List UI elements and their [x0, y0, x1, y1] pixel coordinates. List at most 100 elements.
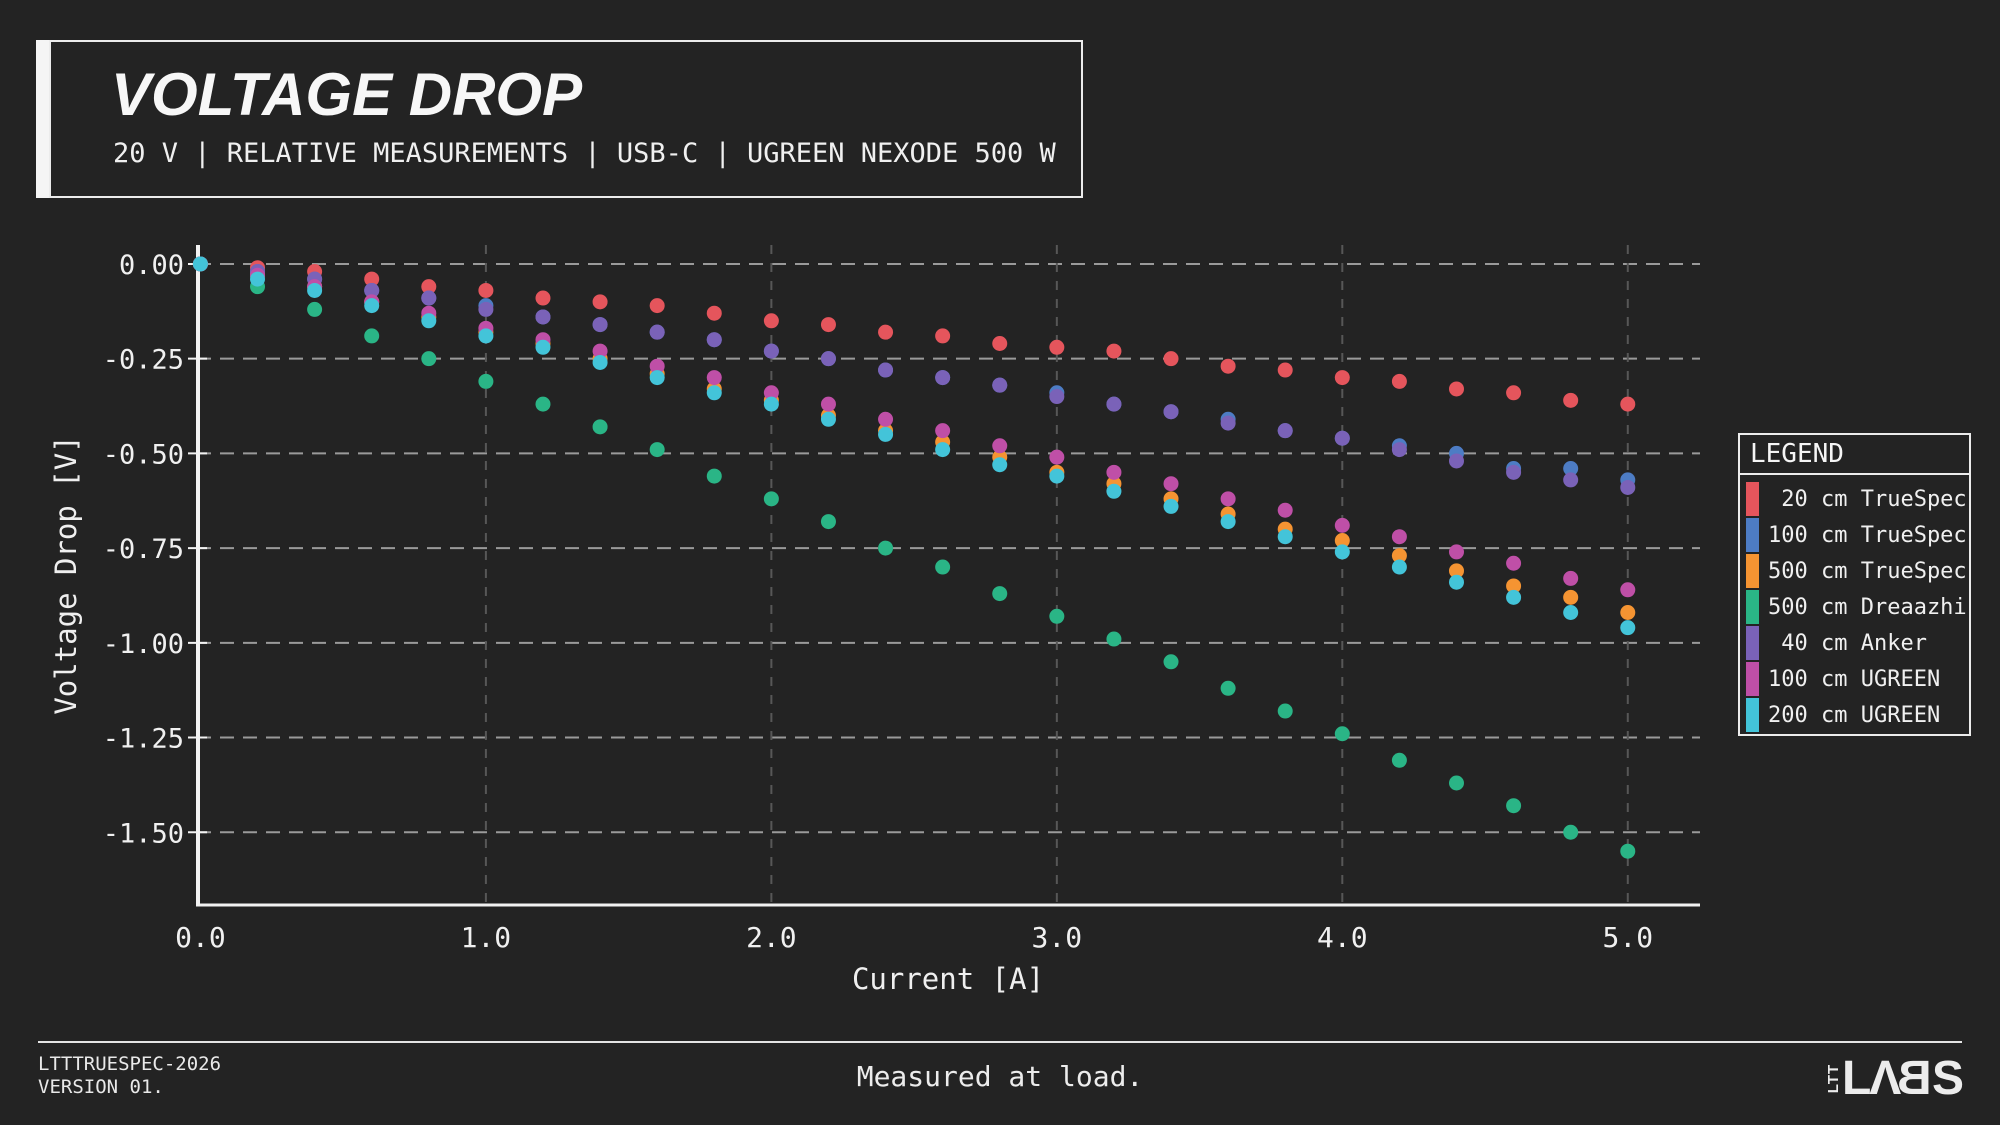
data-point [1563, 605, 1579, 621]
x-axis-label: Current [A] [851, 962, 1045, 996]
data-point [1391, 529, 1407, 545]
data-point [1448, 453, 1464, 469]
data-point [364, 271, 380, 287]
data-point [1391, 373, 1407, 389]
title-accent-bar [36, 40, 49, 198]
data-point [1049, 389, 1065, 405]
data-point [478, 328, 494, 344]
data-point [1220, 680, 1236, 696]
y-tick-label: -1.50 [103, 818, 184, 849]
data-point [649, 358, 665, 374]
legend-swatch [1746, 590, 1759, 624]
data-point [820, 396, 836, 412]
legend-item-label: 200 cm UGREEN [1768, 702, 1941, 728]
data-point [1334, 517, 1350, 533]
data-point [706, 370, 722, 386]
data-point [992, 377, 1008, 393]
data-point [706, 385, 722, 401]
y-tick-label: 0.00 [119, 250, 184, 281]
data-point [763, 491, 779, 507]
spec-id: LTTTRUESPEC-2026 [38, 1053, 222, 1075]
data-point [1163, 654, 1179, 670]
data-point [1334, 533, 1350, 549]
data-point [1049, 468, 1065, 484]
data-point [878, 426, 894, 442]
data-point [1391, 442, 1407, 458]
data-point [1049, 339, 1065, 355]
data-point [706, 305, 722, 321]
data-point [1506, 464, 1522, 480]
legend-swatch [1746, 518, 1759, 552]
data-point [1163, 498, 1179, 514]
x-tick-label: 1.0 [461, 921, 512, 954]
data-point [1448, 381, 1464, 397]
logo-letter: Λ [1869, 1051, 1901, 1105]
legend-item: 500 cm TrueSpec [1746, 553, 1969, 589]
data-point [1506, 798, 1522, 814]
data-point [535, 309, 551, 325]
data-point [1277, 703, 1293, 719]
footer-note: Measured at load. [856, 1060, 1144, 1093]
legend-swatch [1746, 482, 1759, 516]
data-point [649, 442, 665, 458]
data-point [1391, 559, 1407, 575]
data-point [478, 282, 494, 298]
data-point [364, 298, 380, 314]
data-point [935, 328, 951, 344]
data-point [935, 559, 951, 575]
ltt-labs-logo: LTT LΛBS [1819, 1051, 1964, 1105]
data-point [1163, 476, 1179, 492]
data-point [1334, 726, 1350, 742]
data-point [1163, 351, 1179, 367]
title-box: VOLTAGE DROP 20 V | RELATIVE MEASUREMENT… [49, 40, 1083, 198]
page-title: VOLTAGE DROP [111, 61, 583, 128]
data-point [1106, 631, 1122, 647]
data-point [1448, 544, 1464, 560]
legend-item: 100 cm UGREEN [1746, 661, 1969, 697]
data-point [1220, 491, 1236, 507]
data-point [1506, 589, 1522, 605]
spec-version: VERSION 01. [38, 1076, 164, 1098]
data-point [1620, 396, 1636, 412]
data-point [1563, 461, 1579, 477]
data-point [364, 328, 380, 344]
x-tick-label: 3.0 [1032, 921, 1083, 954]
data-point [820, 411, 836, 427]
y-tick-label: -1.25 [103, 724, 184, 755]
data-point [706, 468, 722, 484]
data-point [820, 351, 836, 367]
data-point [592, 343, 608, 359]
data-point [421, 313, 437, 329]
data-point [992, 586, 1008, 602]
logo-letter: B [1899, 1051, 1932, 1105]
data-point [1334, 370, 1350, 386]
data-point [535, 396, 551, 412]
data-point [1620, 582, 1636, 598]
legend-swatch [1746, 698, 1759, 732]
logo-ltt-text: LTT [1824, 1063, 1842, 1093]
x-tick-label: 2.0 [746, 921, 797, 954]
data-point [1563, 589, 1579, 605]
legend-swatch [1746, 626, 1759, 660]
data-point [1563, 824, 1579, 840]
x-tick-label: 4.0 [1317, 921, 1368, 954]
data-point [763, 396, 779, 412]
data-point [1049, 449, 1065, 465]
data-point [820, 514, 836, 530]
logo-letter: L [1841, 1051, 1871, 1105]
y-tick-label: -0.25 [103, 345, 184, 376]
data-point [1106, 343, 1122, 359]
data-point [364, 282, 380, 298]
data-point [1563, 570, 1579, 586]
y-tick-label: -0.50 [103, 439, 184, 470]
data-point [1506, 578, 1522, 594]
data-point [649, 370, 665, 386]
data-point [1163, 404, 1179, 420]
legend-header: LEGEND [1740, 435, 1969, 475]
data-point [763, 385, 779, 401]
data-point [1448, 775, 1464, 791]
x-tick-label: 0.0 [175, 921, 226, 954]
data-point [421, 279, 437, 295]
